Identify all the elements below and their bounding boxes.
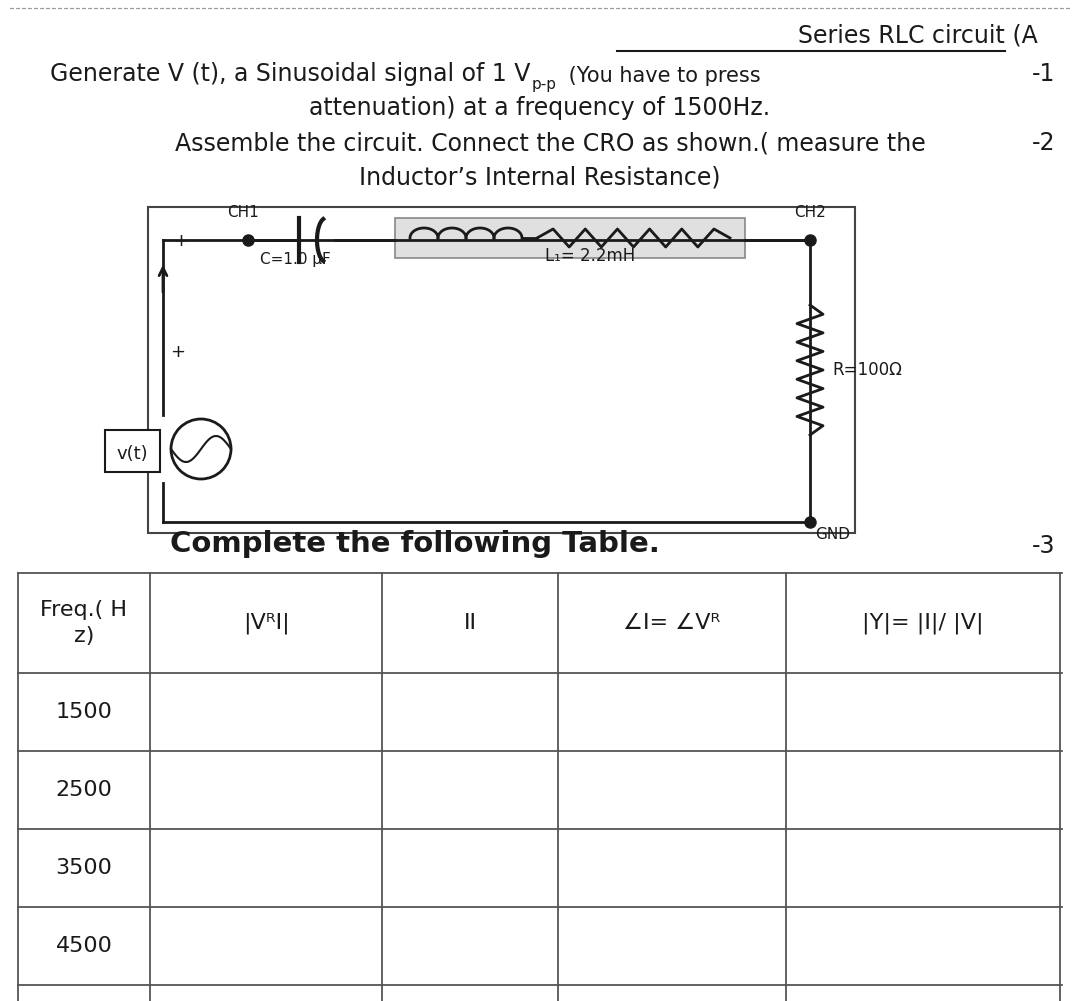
Text: -2: -2 — [1031, 131, 1055, 155]
Text: C=1.0 μF: C=1.0 μF — [259, 252, 330, 267]
Bar — [148, 207, 855, 533]
Text: |Y|= |I|/ |V|: |Y|= |I|/ |V| — [862, 613, 984, 634]
Text: 1500: 1500 — [55, 702, 112, 722]
Text: (You have to press: (You have to press — [562, 66, 760, 86]
Text: Freq.( H
z): Freq.( H z) — [41, 600, 127, 647]
Text: (A: (A — [1005, 24, 1038, 48]
Text: -3: -3 — [1031, 534, 1055, 558]
Text: v(t): v(t) — [117, 445, 148, 463]
Bar — [105, 430, 160, 472]
Text: CH1: CH1 — [227, 205, 259, 220]
Text: Complete the following Table.: Complete the following Table. — [170, 530, 660, 558]
Text: Assemble the circuit. Connect the CRO as shown.( measure the: Assemble the circuit. Connect the CRO as… — [175, 131, 926, 155]
Text: 3500: 3500 — [55, 858, 112, 878]
Text: +: + — [173, 232, 188, 250]
Text: +: + — [170, 343, 185, 361]
Text: GND: GND — [815, 527, 850, 542]
Text: 2500: 2500 — [55, 780, 112, 800]
Text: Generate V (t), a Sinusoidal signal of 1 V: Generate V (t), a Sinusoidal signal of 1… — [50, 62, 530, 86]
Text: ∠I= ∠Vᴿ: ∠I= ∠Vᴿ — [623, 613, 720, 633]
Bar — [395, 218, 745, 258]
Text: 4500: 4500 — [55, 936, 112, 956]
Text: p-p: p-p — [532, 77, 557, 92]
Text: L₁= 2.2mH: L₁= 2.2mH — [545, 247, 635, 265]
Text: |VᴿI|: |VᴿI| — [243, 613, 289, 634]
Text: -1: -1 — [1031, 62, 1055, 86]
Text: CH2: CH2 — [794, 205, 826, 220]
Text: Series RLC circuit: Series RLC circuit — [798, 24, 1005, 48]
Text: R=100Ω: R=100Ω — [832, 361, 902, 379]
Text: attenuation) at a frequency of 1500Hz.: attenuation) at a frequency of 1500Hz. — [310, 96, 770, 120]
Text: II: II — [463, 613, 476, 633]
Text: Inductor’s Internal Resistance): Inductor’s Internal Resistance) — [360, 166, 720, 190]
